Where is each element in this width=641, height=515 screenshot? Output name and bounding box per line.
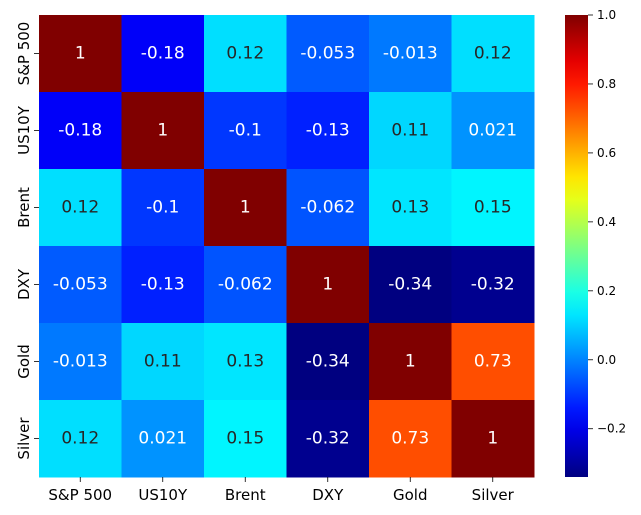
heatmap-cell (369, 246, 452, 324)
heatmap-cell (121, 246, 205, 324)
x-axis-ticks: S&P 500 US10Y Brent DXY Gold Silver (48, 477, 515, 504)
heatmap-cell (451, 92, 535, 170)
heatmap-cell (39, 15, 122, 93)
y-tick-label: S&P 500 (15, 22, 33, 86)
heatmap-cell (121, 169, 205, 247)
cell-value-label: 0.15 (226, 429, 264, 449)
heatmap-cell (286, 169, 370, 247)
cell-value-label: -0.34 (306, 352, 350, 372)
y-tick-label: Brent (15, 187, 33, 228)
heatmap-cell (286, 400, 370, 478)
cell-value-label: 0.11 (391, 121, 429, 141)
heatmap-cells: 1 -0.18 0.12 -0.053 -0.013 0.12 -0.18 1 -0.1 -0.1… (39, 15, 535, 478)
heatmap-cell (369, 15, 452, 93)
heatmap-cell (451, 246, 535, 324)
heatmap-cell (369, 323, 452, 401)
heatmap-cell (451, 400, 535, 478)
heatmap-cell (39, 400, 122, 478)
cell-value-label: 0.12 (226, 44, 264, 64)
heatmap-cell (39, 92, 122, 170)
cell-value-label: 0.15 (474, 198, 512, 218)
cell-value-label: 0.13 (391, 198, 429, 218)
cell-value-label: 1 (487, 429, 498, 449)
x-tick-label: Gold (393, 486, 428, 504)
heatmap-cell (286, 246, 370, 324)
heatmap-cell (204, 169, 287, 247)
heatmap-cell (286, 92, 370, 170)
heatmap-cell (204, 15, 287, 93)
cell-value-label: -0.013 (383, 44, 438, 64)
heatmap-cell (451, 169, 535, 247)
heatmap-cell (369, 169, 452, 247)
cell-value-label: -0.062 (218, 275, 273, 295)
cell-value-label: -0.18 (141, 44, 185, 64)
colorbar-tick-label: 0.2 (597, 284, 616, 298)
colorbar-tick-label: 0.4 (597, 215, 616, 229)
heatmap-cell (286, 323, 370, 401)
colorbar-gradient (565, 15, 588, 477)
y-axis-ticks: S&P 500 US10Y Brent DXY Gold Silver (15, 22, 39, 460)
cell-value-label: -0.13 (306, 121, 350, 141)
heatmap-cell (121, 323, 205, 401)
heatmap-cell (39, 246, 122, 324)
cell-value-label: 1 (405, 352, 416, 372)
y-tick-label: Gold (15, 344, 33, 379)
cell-value-label: 0.12 (61, 198, 99, 218)
colorbar-tick-label: 0.8 (597, 77, 616, 91)
cell-value-label: 0.13 (226, 352, 264, 372)
heatmap-cell (369, 92, 452, 170)
colorbar-tick-label: 0.6 (597, 146, 616, 160)
heatmap-cell (204, 92, 287, 170)
heatmap-cell (39, 323, 122, 401)
cell-value-label: 1 (157, 121, 168, 141)
y-tick-label: Silver (15, 417, 33, 460)
heatmap-cell (121, 15, 205, 93)
x-tick-label: Silver (472, 486, 515, 504)
cell-value-label: -0.32 (306, 429, 350, 449)
heatmap-cell (121, 400, 205, 478)
y-tick-label: DXY (15, 268, 33, 300)
cell-value-label: -0.013 (53, 352, 108, 372)
cell-value-label: -0.062 (300, 198, 355, 218)
colorbar-tick-label: 0.0 (597, 353, 616, 367)
y-tick-label: US10Y (15, 105, 33, 155)
cell-value-label: -0.1 (146, 198, 179, 218)
colorbar-tick-label: 1.0 (597, 8, 616, 22)
cell-value-label: -0.34 (388, 275, 432, 295)
cell-value-label: 0.021 (468, 121, 517, 141)
colorbar-tick-label: −0.2 (597, 422, 626, 436)
heatmap-cell (369, 400, 452, 478)
heatmap-cell (286, 15, 370, 93)
cell-value-label: 0.12 (474, 44, 512, 64)
x-tick-label: Brent (225, 486, 266, 504)
cell-value-label: -0.13 (141, 275, 185, 295)
cell-value-label: -0.18 (58, 121, 102, 141)
x-tick-label: DXY (312, 486, 344, 504)
cell-value-label: 1 (322, 275, 333, 295)
heatmap-cell (204, 400, 287, 478)
colorbar: 1.0 0.8 0.6 0.4 0.2 0.0 −0.2 (565, 8, 626, 477)
cell-value-label: 0.021 (138, 429, 187, 449)
cell-value-label: -0.053 (300, 44, 355, 64)
heatmap-cell (39, 169, 122, 247)
cell-value-label: -0.32 (471, 275, 515, 295)
x-tick-label: S&P 500 (48, 486, 112, 504)
heatmap-cell (121, 92, 205, 170)
cell-value-label: 0.11 (144, 352, 182, 372)
cell-value-label: 1 (240, 198, 251, 218)
cell-value-label: 0.73 (474, 352, 512, 372)
cell-value-label: -0.053 (53, 275, 108, 295)
cell-value-label: 1 (75, 44, 86, 64)
cell-value-label: 0.12 (61, 429, 99, 449)
cell-value-label: 0.73 (391, 429, 429, 449)
cell-value-label: -0.1 (229, 121, 262, 141)
heatmap-cell (204, 323, 287, 401)
heatmap-cell (451, 15, 535, 93)
x-tick-label: US10Y (138, 486, 188, 504)
heatmap-cell (451, 323, 535, 401)
heatmap-cell (204, 246, 287, 324)
